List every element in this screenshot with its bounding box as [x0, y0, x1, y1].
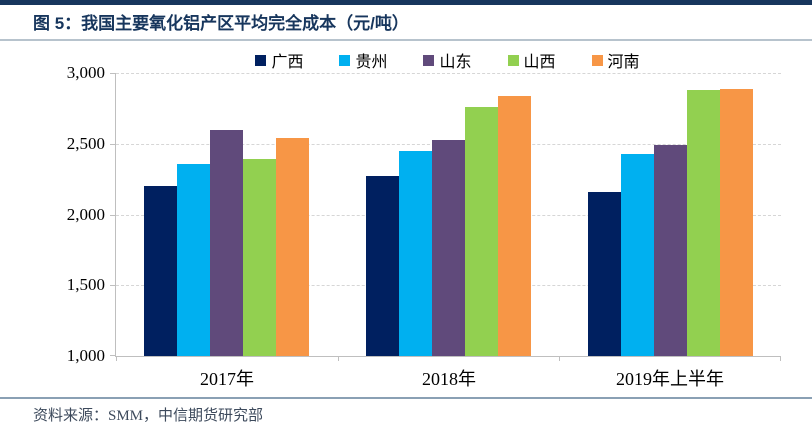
figure-title: 图 5：我国主要氧化铝产区平均完全成本（元/吨）	[33, 14, 409, 33]
legend-swatch-icon	[255, 54, 267, 66]
y-axis-label: 3,000	[66, 63, 105, 82]
bar-山东-2017年	[210, 130, 243, 356]
y-axis-tick	[110, 73, 116, 74]
bar-河南-2019年上半年	[720, 89, 753, 356]
legend-swatch-icon	[423, 54, 435, 66]
legend-label: 广西	[271, 54, 304, 71]
bar-山西-2017年	[243, 159, 276, 356]
y-axis-tick	[110, 215, 116, 216]
bar-广西-2019年上半年	[588, 192, 621, 356]
bar-广西-2018年	[366, 176, 399, 356]
bar-贵州-2019年上半年	[621, 154, 654, 356]
plot-area: 1,000 1,500 2,000 2,500 3,000 2017年 2018年 2019年…	[67, 63, 781, 389]
legend-item-山西: 山西	[507, 48, 556, 72]
y-axis-tick	[110, 285, 116, 286]
bar-河南-2017年	[276, 138, 309, 356]
y-axis-tick	[110, 355, 116, 356]
bar-广西-2017年	[144, 186, 177, 356]
legend-item-广西: 广西	[255, 48, 303, 72]
source-note: 资料来源：SMM，中信期货研究部	[33, 408, 264, 424]
y-axis-tick	[110, 144, 116, 145]
y-axis-label: 2,000	[66, 205, 105, 224]
x-axis-label: 2019年上半年	[616, 369, 724, 389]
bar-河南-2018年	[498, 96, 531, 356]
legend-swatch-icon	[339, 54, 351, 66]
chart-legend: 广西 贵州 山东 山西 河南	[115, 48, 780, 72]
x-axis-tick	[116, 356, 117, 361]
legend-item-贵州: 贵州	[339, 48, 387, 72]
legend-item-河南: 河南	[591, 48, 640, 72]
y-axis-label: 1,500	[66, 275, 105, 294]
x-axis-tick	[559, 356, 560, 361]
bar-山西-2018年	[465, 107, 498, 356]
y-axis-label: 2,500	[66, 134, 105, 153]
bar-山西-2019年上半年	[687, 90, 720, 356]
legend-label: 山西	[523, 54, 556, 71]
bar-山东-2019年上半年	[654, 145, 687, 356]
bar-贵州-2018年	[399, 151, 432, 356]
bar-贵州-2017年	[177, 164, 210, 356]
y-axis-label: 1,000	[66, 346, 105, 365]
x-axis-label: 2017年	[200, 369, 254, 389]
legend-item-山东: 山东	[423, 48, 472, 72]
legend-label: 贵州	[355, 54, 388, 71]
legend-swatch-icon	[591, 54, 603, 66]
legend-label: 山东	[439, 54, 472, 71]
title-divider	[0, 39, 812, 41]
x-axis-label: 2018年	[422, 369, 476, 389]
footer-divider	[0, 397, 812, 399]
gridline	[116, 73, 781, 74]
top-accent-bar	[0, 0, 812, 5]
legend-label: 河南	[607, 54, 640, 71]
x-axis-tick	[338, 356, 339, 361]
legend-swatch-icon	[507, 54, 519, 66]
x-axis-tick	[780, 356, 781, 361]
bar-山东-2018年	[432, 140, 465, 356]
